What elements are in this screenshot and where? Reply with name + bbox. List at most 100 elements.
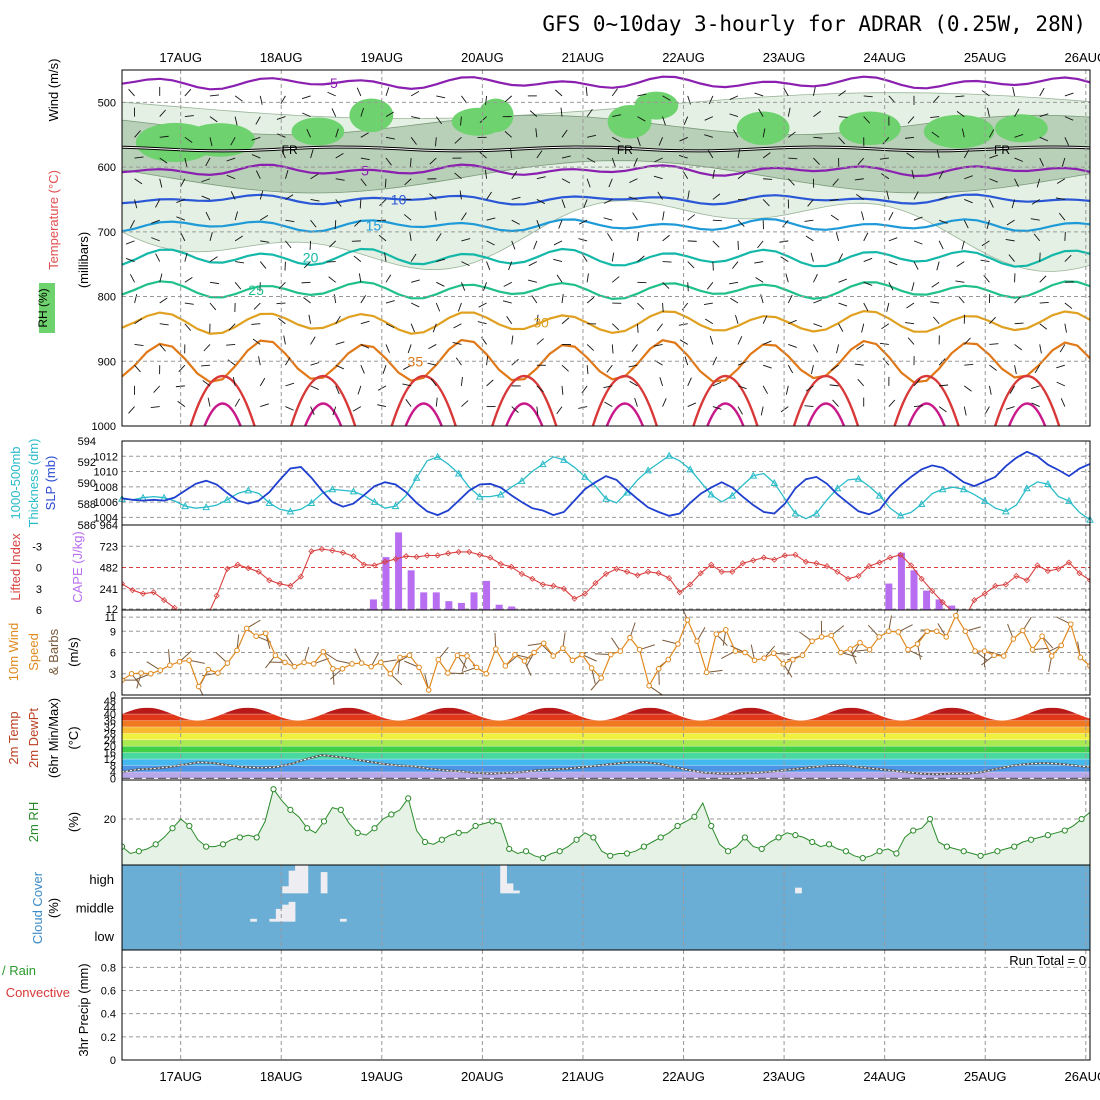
rh2m-marker xyxy=(219,841,227,848)
wind-barb xyxy=(662,281,670,289)
precip-frame xyxy=(121,949,1091,1061)
temp2m-ylabel-1: 2m Temp xyxy=(6,711,21,764)
wind-barb xyxy=(653,344,663,347)
wind-barb xyxy=(785,385,789,395)
wind-barb xyxy=(230,191,236,200)
li-marker xyxy=(602,570,610,577)
rh2m-marker xyxy=(607,852,614,859)
wind10-marker xyxy=(761,655,767,661)
wind-barb xyxy=(310,406,315,415)
li-marker xyxy=(392,555,399,563)
date-label-bottom: 17AUG xyxy=(159,1069,202,1084)
wind10-frame xyxy=(121,609,1091,696)
temp2m-ytick: 32 xyxy=(104,722,116,734)
wind-barb xyxy=(807,199,814,207)
wind-barb xyxy=(1064,302,1073,309)
wind-barb xyxy=(356,87,362,97)
wind10-marker xyxy=(473,664,480,671)
wind-barb xyxy=(283,335,286,345)
precip-ytick: 0.8 xyxy=(101,962,116,974)
wind10-ytick: 0 xyxy=(110,690,116,702)
rh2m-marker xyxy=(775,834,782,841)
wind-barb xyxy=(963,337,971,345)
cloud-level-label: low xyxy=(94,929,114,944)
wind-barb xyxy=(209,256,218,262)
li-marker xyxy=(329,547,336,554)
wind-barb xyxy=(232,376,236,386)
wind-barb xyxy=(654,157,663,163)
rh2m-marker xyxy=(1078,815,1085,823)
wind-barb xyxy=(606,364,613,373)
wind10-marker xyxy=(243,625,250,632)
wind-barb xyxy=(763,178,773,180)
wind-barb xyxy=(335,152,344,159)
wind-barb xyxy=(762,315,768,324)
cape-bar xyxy=(457,602,465,610)
wind-barb xyxy=(259,377,266,387)
temp2m-ytick: 16 xyxy=(104,748,116,760)
wind-barb xyxy=(684,356,689,366)
rh-shading-group xyxy=(122,75,1090,426)
wind-barb xyxy=(938,358,946,366)
date-label-bottom: 24AUG xyxy=(863,1069,906,1084)
wind-barb xyxy=(360,107,365,117)
wind-barb xyxy=(835,232,840,241)
wind-barb xyxy=(813,323,823,328)
wind-barb xyxy=(328,276,336,283)
wind-barb xyxy=(735,314,739,324)
wind10-marker xyxy=(981,648,988,654)
wind10-marker xyxy=(770,650,777,657)
li-marker xyxy=(623,568,631,575)
wind-barb xyxy=(403,214,412,221)
wind10-marker xyxy=(215,670,221,676)
wind-barb xyxy=(128,88,135,97)
wind-barb xyxy=(687,377,692,387)
thickness-marker xyxy=(517,476,526,484)
wind10-marker xyxy=(483,670,489,677)
cloud-bg xyxy=(122,865,1090,950)
slp-ytick: 1012 xyxy=(94,451,118,463)
wind-barb xyxy=(961,128,965,138)
li-marker xyxy=(308,548,315,555)
wind-barb xyxy=(1039,136,1049,142)
wind10-marker xyxy=(876,634,882,640)
li-marker xyxy=(971,597,978,604)
wind-barb xyxy=(427,362,437,366)
wind-barb xyxy=(683,116,689,126)
thickness-marker xyxy=(454,469,463,477)
upper-ylabel-temp: Temperature (°C) xyxy=(46,170,61,270)
wind-barb xyxy=(359,199,362,209)
cape-ytick: 482 xyxy=(100,563,118,575)
wind-barb xyxy=(704,134,713,138)
wind-barb xyxy=(836,344,840,354)
wind-barb xyxy=(632,212,638,221)
li-marker xyxy=(255,568,262,575)
wind-barb xyxy=(560,107,563,117)
cloud-middle-bar xyxy=(288,901,296,922)
cloud-middle-bar xyxy=(339,918,347,922)
wind-barb xyxy=(762,385,768,394)
wind-barb xyxy=(587,134,597,138)
wind-barb xyxy=(561,178,571,184)
wind-barb xyxy=(730,297,739,304)
wind-barb xyxy=(1036,178,1041,188)
rh-high-blob xyxy=(634,91,679,120)
isotherm-line xyxy=(122,247,1090,268)
wind-barb xyxy=(1014,344,1023,351)
li-marker xyxy=(466,548,473,555)
wind-barb xyxy=(989,199,994,208)
wind-barb xyxy=(511,196,521,200)
wind-barb xyxy=(755,277,764,283)
wind-barb xyxy=(586,365,589,375)
rh-high-blob xyxy=(923,114,995,149)
wind-barb xyxy=(1005,406,1015,410)
wind-barb xyxy=(335,178,345,181)
upper-ytick: 500 xyxy=(98,97,116,109)
li-marker xyxy=(1013,572,1020,580)
wind-barb xyxy=(251,323,261,325)
wind-barb xyxy=(585,86,588,96)
wind-barb xyxy=(385,111,394,117)
wind-barb xyxy=(1064,92,1074,97)
thickness-marker xyxy=(307,498,316,506)
wind-barb xyxy=(863,302,869,312)
